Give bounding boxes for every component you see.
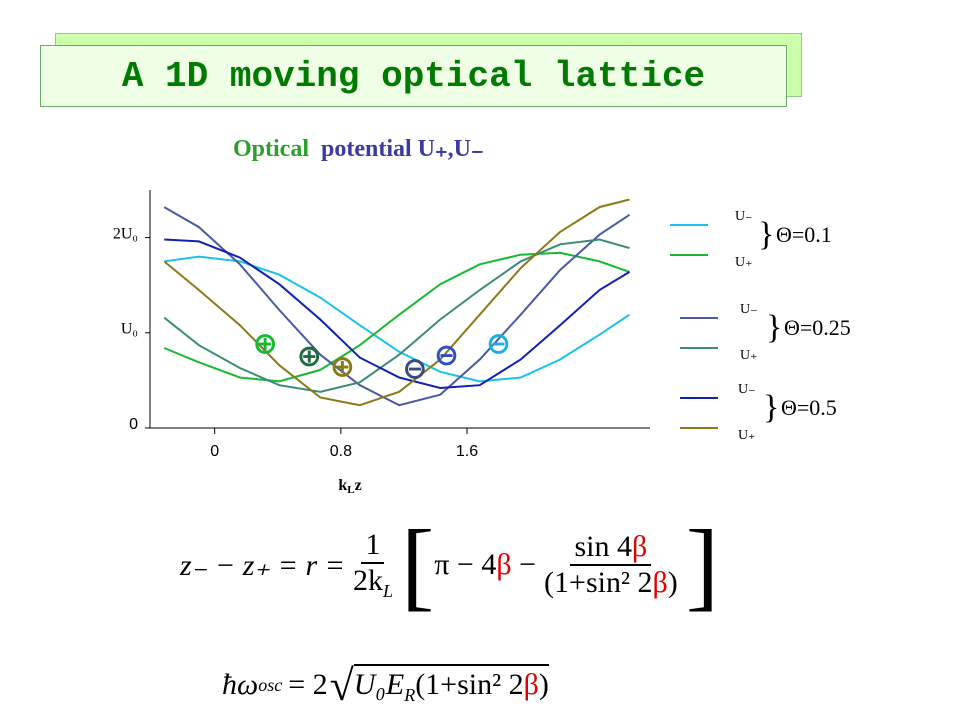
series-line xyxy=(163,198,630,407)
eq-frac: 1 2kL xyxy=(353,528,393,602)
subtitle: Optical potential U₊,U₋ xyxy=(233,134,484,163)
legend-label: U₊ xyxy=(738,428,756,443)
y-tick-label: 0 xyxy=(129,416,138,433)
sqrt-sign: √ xyxy=(329,660,354,710)
series-line xyxy=(164,238,631,390)
legend-label: U₋ xyxy=(740,302,758,317)
y-tick-label: 2U₀ xyxy=(113,225,138,242)
series-line xyxy=(163,238,630,393)
annotation: ⊖ xyxy=(434,338,459,373)
subtitle-part: potential U₊,U₋ xyxy=(321,136,484,162)
series-line xyxy=(163,206,631,407)
eq-bracket-text: π − 4β − xyxy=(434,548,537,581)
legend-group: Θ=0.1 xyxy=(776,222,832,247)
eq-inner-num: sin 4β xyxy=(570,530,652,566)
eq-inner-den: (1+sin² 2β) xyxy=(544,566,678,599)
bracket: [ xyxy=(400,509,435,620)
x-tick-label: 0.8 xyxy=(330,443,352,460)
eq2-root-main: U₀E xyxy=(353,668,405,701)
annotation: ⊖ xyxy=(402,351,427,386)
legend-label: U₊ xyxy=(740,348,758,363)
legend-label: U₋ xyxy=(735,209,753,224)
eq-inner-frac: sin 4β (1+sin² 2β) xyxy=(544,530,678,600)
x-label: kLz xyxy=(338,477,361,496)
eq2-root: U₀ER(1+sin² 2β) xyxy=(353,664,549,706)
annotation: ⊕ xyxy=(253,327,278,362)
legend-brace: } xyxy=(758,216,774,253)
legend-group: Θ=0.5 xyxy=(781,395,837,420)
eq2-root-rest: (1+sin² 2β) xyxy=(415,668,549,701)
eq-den-sub: L xyxy=(382,581,393,601)
eq-lhs: z₋ − z₊ = r = xyxy=(180,548,345,582)
subtitle-part: Optical xyxy=(233,136,309,162)
annotation: ⊕ xyxy=(297,339,322,374)
eq-num: 1 xyxy=(361,528,385,564)
x-tick-label: 1.6 xyxy=(456,443,478,460)
series-line xyxy=(163,251,630,383)
x-label-part: z xyxy=(355,477,362,494)
x-tick-label: 0 xyxy=(210,443,219,460)
title: A 1D moving optical lattice xyxy=(40,45,787,107)
legend-group: Θ=0.25 xyxy=(784,315,851,340)
x-label-part: L xyxy=(347,484,354,496)
eq2-lhs-sub: osc xyxy=(258,674,283,695)
eq-den: 2k xyxy=(352,564,383,597)
y-tick-label: U₀ xyxy=(121,320,138,337)
legend-label: U₊ xyxy=(735,255,753,270)
equation-2: ħω osc = 2 √ U₀ER(1+sin² 2β) xyxy=(222,660,549,710)
eq2-root-sub: R xyxy=(404,685,416,705)
eq2-mid: = 2 xyxy=(288,668,328,701)
eq2-lhs: ħω xyxy=(222,668,259,701)
series-line xyxy=(164,255,631,383)
legend-brace: } xyxy=(766,309,782,346)
legend-label: U₋ xyxy=(738,382,756,397)
legend-brace: } xyxy=(763,389,779,426)
x-label-part: k xyxy=(338,477,347,494)
equation-1: z₋ − z₊ = r = 1 2kL [ π − 4β − sin 4β (1+s… xyxy=(180,515,719,615)
annotation: ⊕ xyxy=(330,350,355,385)
bracket: ] xyxy=(685,509,720,620)
annotation: ⊖ xyxy=(486,327,511,362)
